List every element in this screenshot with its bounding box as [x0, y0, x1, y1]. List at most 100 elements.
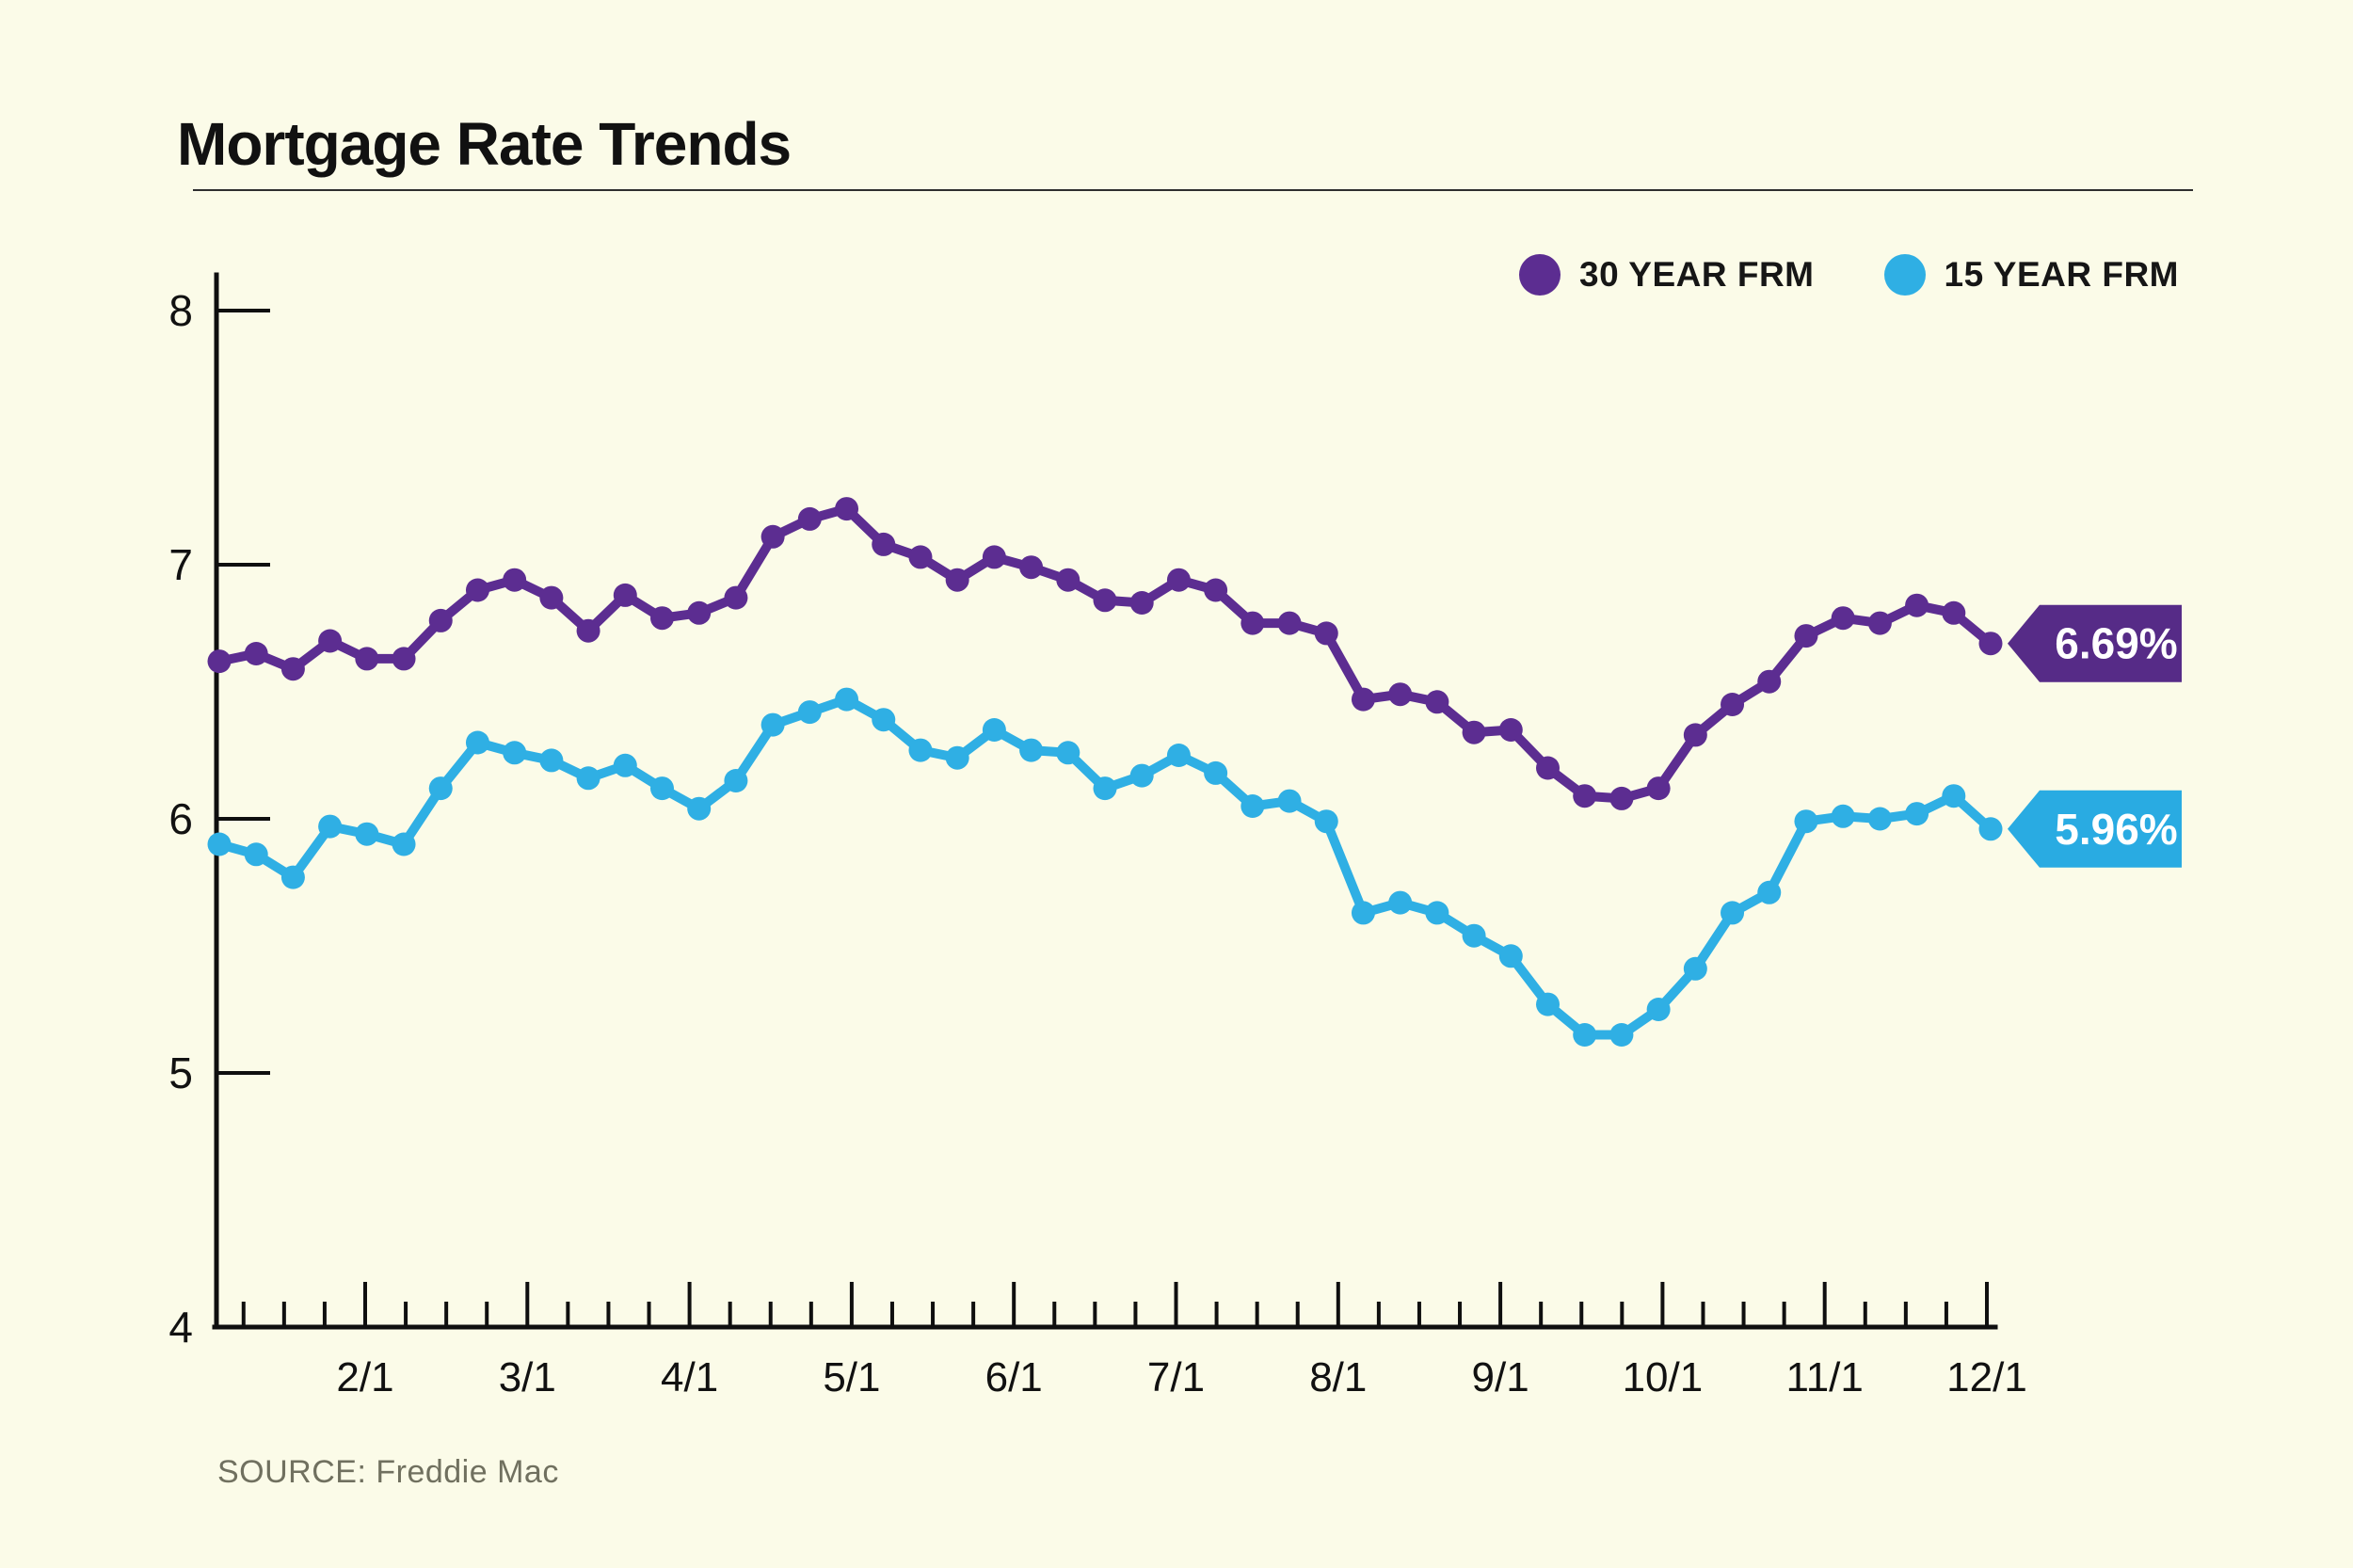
- data-point: [650, 606, 674, 631]
- y-tick-label: 4: [168, 1303, 193, 1352]
- data-point: [797, 506, 822, 531]
- data-point: [1314, 809, 1338, 834]
- callout-value: 6.69%: [2055, 619, 2177, 668]
- data-point: [724, 585, 748, 610]
- data-point: [872, 708, 896, 732]
- data-point: [1056, 741, 1080, 765]
- data-point: [687, 600, 712, 625]
- data-point: [244, 842, 268, 867]
- x-tick-label: 7/1: [1147, 1354, 1205, 1400]
- x-ticks: 2/1 3/1 4/1 5/1 6/1 7/1 8/1 9/1 10/1 11/1 12/1: [241, 1282, 2027, 1400]
- data-point: [1978, 632, 2003, 656]
- y-ticks: 8 7 6 5 4: [168, 286, 270, 1352]
- data-point: [1019, 555, 1044, 580]
- data-point: [207, 649, 232, 674]
- data-point: [1867, 807, 1892, 831]
- data-point: [1978, 817, 2003, 841]
- data-point: [1462, 923, 1486, 948]
- data-point: [1425, 690, 1449, 714]
- data-point: [576, 766, 600, 791]
- callout-tag-30-year-frm: 6.69%: [2008, 604, 2182, 682]
- data-point: [1536, 756, 1560, 780]
- data-point: [428, 608, 453, 632]
- legend-label-15-year: 15 YEAR FRM: [1944, 255, 2179, 294]
- page-title: Mortgage Rate Trends: [177, 110, 792, 178]
- data-point: [1721, 901, 1745, 925]
- data-point: [503, 568, 527, 592]
- data-point: [355, 822, 379, 846]
- data-point: [428, 776, 453, 801]
- data-point: [1166, 568, 1191, 592]
- data-point: [1019, 738, 1044, 762]
- legend-dot-15-year-icon: [1883, 254, 1926, 296]
- data-point: [1093, 776, 1117, 801]
- data-point: [1498, 718, 1523, 742]
- data-point: [1462, 720, 1486, 744]
- data-point: [1609, 786, 1634, 810]
- data-point: [760, 524, 785, 549]
- data-point: [1757, 880, 1782, 904]
- y-tick-label: 6: [168, 794, 193, 843]
- data-point: [280, 865, 305, 889]
- data-point: [355, 647, 379, 671]
- data-point: [613, 583, 637, 607]
- data-point: [1831, 606, 1855, 631]
- data-point: [982, 718, 1006, 742]
- data-point: [613, 753, 637, 777]
- data-point: [1314, 621, 1338, 646]
- series-points-30-year-frm: [207, 497, 2003, 810]
- data-point: [1388, 890, 1413, 915]
- data-point: [1241, 611, 1265, 635]
- data-point: [392, 647, 416, 671]
- x-tick-label: 4/1: [661, 1354, 718, 1400]
- data-point: [1757, 669, 1782, 694]
- data-point: [1351, 687, 1375, 712]
- data-point: [1942, 784, 1966, 808]
- data-point: [650, 776, 674, 801]
- data-point: [872, 532, 896, 556]
- data-point: [1204, 578, 1228, 602]
- data-point: [1573, 1023, 1597, 1047]
- x-tick-label: 9/1: [1472, 1354, 1529, 1400]
- data-point: [945, 568, 969, 592]
- data-point: [1056, 568, 1080, 592]
- data-point: [1498, 944, 1523, 968]
- data-point: [1683, 956, 1707, 981]
- series-points-15-year-frm: [207, 687, 2003, 1047]
- data-point: [1166, 744, 1191, 767]
- data-point: [1609, 1023, 1634, 1047]
- data-point: [1204, 760, 1228, 785]
- series-line-30-year-frm: [215, 504, 1995, 804]
- x-tick-label: 6/1: [985, 1354, 1043, 1400]
- x-tick-label: 2/1: [336, 1354, 393, 1400]
- data-point: [1425, 901, 1449, 925]
- data-point: [1129, 591, 1154, 615]
- data-point: [982, 545, 1006, 569]
- data-point: [1093, 588, 1117, 613]
- data-point: [576, 618, 600, 643]
- callout-arrow: [2008, 790, 2182, 868]
- data-point: [207, 832, 232, 856]
- data-point: [908, 738, 933, 762]
- data-point: [503, 741, 527, 765]
- data-point: [1277, 789, 1302, 813]
- data-point: [539, 748, 564, 773]
- data-point: [465, 730, 489, 755]
- data-point: [465, 578, 489, 602]
- data-point: [1241, 794, 1265, 818]
- data-point: [392, 832, 416, 856]
- data-point: [835, 497, 859, 521]
- data-point: [1646, 776, 1671, 801]
- x-tick-label: 8/1: [1309, 1354, 1367, 1400]
- legend-dot-30-year-icon: [1519, 254, 1561, 296]
- data-point: [318, 629, 343, 653]
- legend-item-30-year-frm: 30 YEAR FRM: [1519, 254, 1815, 296]
- callout-arrow: [2008, 604, 2182, 682]
- data-point: [1277, 611, 1302, 635]
- y-tick-label: 5: [168, 1048, 193, 1097]
- data-point: [1867, 611, 1892, 635]
- data-point: [1646, 998, 1671, 1021]
- axes: [212, 272, 1998, 1330]
